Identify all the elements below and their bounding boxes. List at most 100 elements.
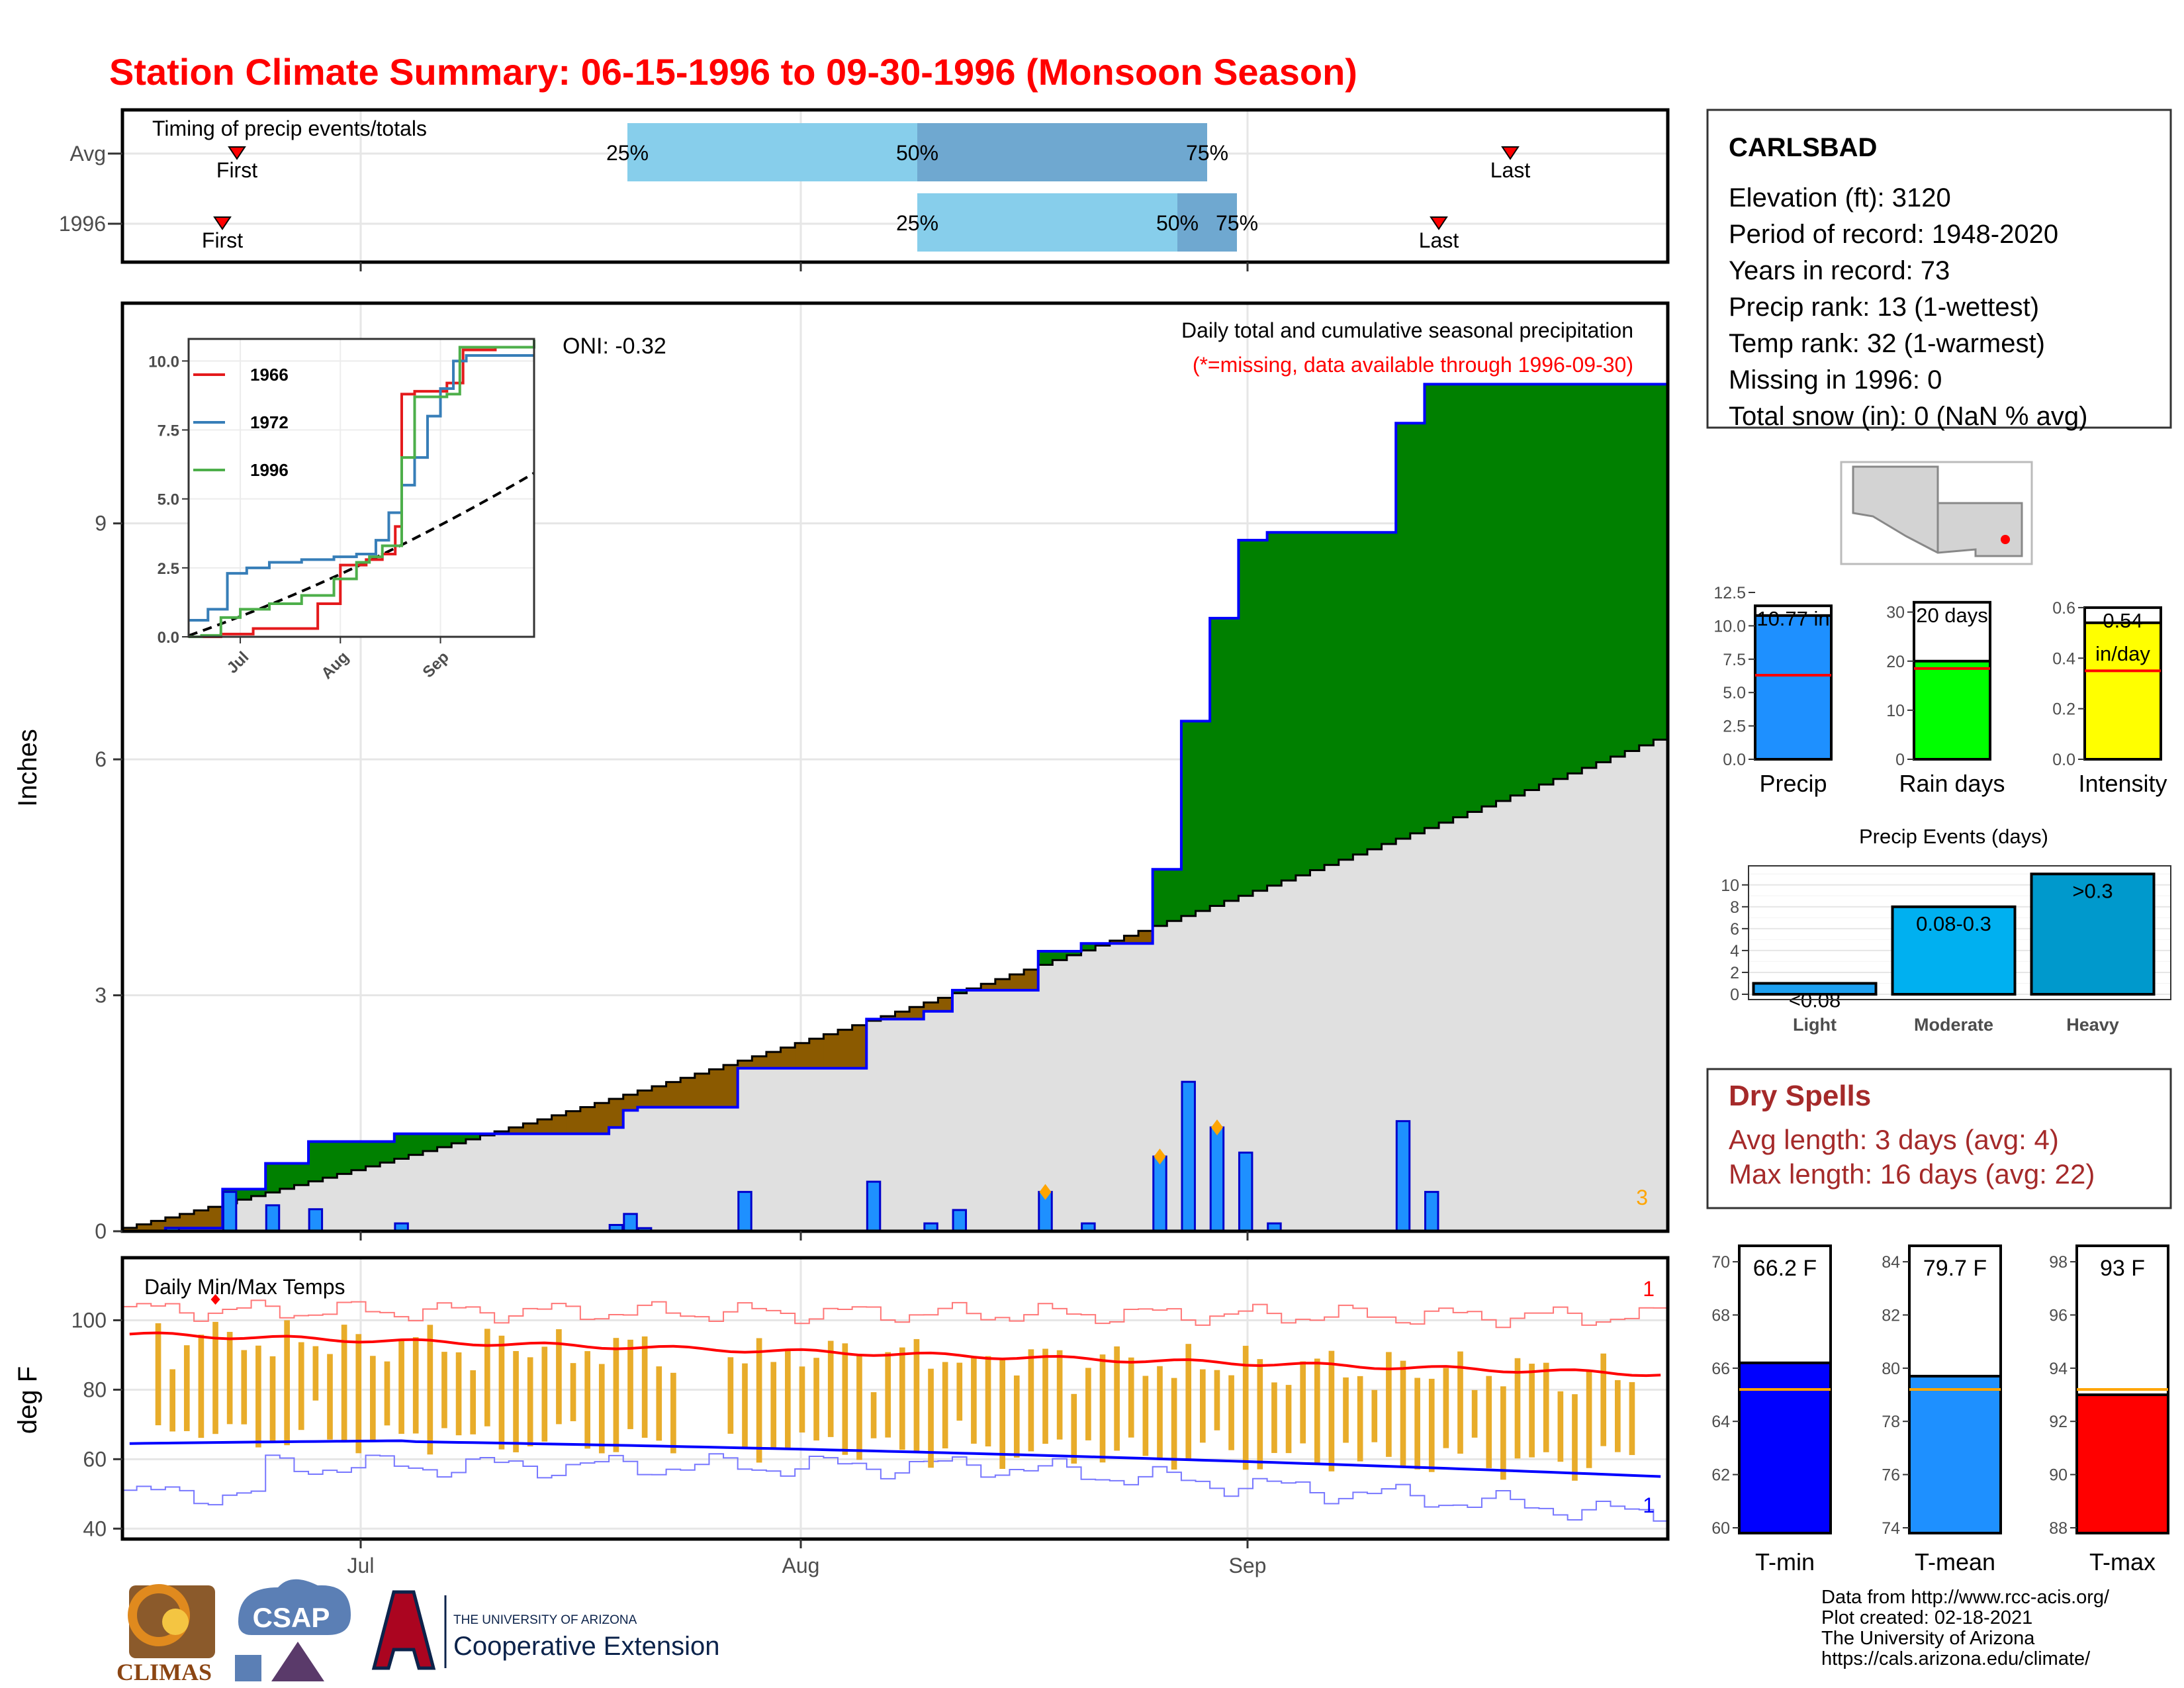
- average-cumulative-line: [121, 738, 1668, 1231]
- temp-y-tick-label: 40: [83, 1517, 107, 1540]
- temp-y-tick-label: 60: [83, 1447, 107, 1471]
- temp-y-axis-label: deg F: [13, 1366, 42, 1434]
- cumulative-departure-segment: [723, 1064, 739, 1107]
- daily-temp-range-bar: [1242, 1346, 1249, 1470]
- row-label-avg: Avg: [69, 142, 106, 165]
- cumulative-departure-segment: [1138, 931, 1154, 944]
- cumulative-departure-segment: [423, 1133, 438, 1151]
- summary-bar-category-label: Intensity: [2078, 770, 2167, 797]
- cumulative-departure-segment: [766, 1052, 782, 1068]
- cumulative-departure-segment: [251, 1189, 266, 1196]
- daily-temp-range-bar: [971, 1356, 977, 1444]
- daily-temp-range-bar: [827, 1340, 834, 1437]
- daily-temp-range-bar: [598, 1364, 605, 1454]
- cumulative-departure-segment: [122, 1227, 138, 1231]
- temp-summary-value-label: 66.2 F: [1753, 1256, 1817, 1281]
- daily-precip-bar: [1152, 1155, 1167, 1233]
- record-low-line: [122, 1453, 1668, 1522]
- credit-line-2: Plot created: 02-18-2021: [1821, 1607, 2032, 1628]
- daily-temp-range-bar: [427, 1325, 433, 1455]
- cumulative-departure-segment: [952, 990, 968, 994]
- temp-summary-tick-label: 96: [2049, 1306, 2068, 1325]
- daily-temp-range-bar: [942, 1362, 948, 1449]
- precip-corner-count: 3: [1636, 1186, 1648, 1209]
- ua-cooperative-extension-logo: THE UNIVERSITY OF ARIZONA Cooperative Ex…: [371, 1590, 719, 1670]
- month-axis: Jul Aug Sep: [347, 1539, 1266, 1577]
- daily-temp-range-bar: [785, 1350, 791, 1449]
- 1996-first-marker: [213, 216, 232, 230]
- station-line-period: Period of record: 1948-2020: [1729, 220, 2058, 249]
- cumulative-departure-segment: [1167, 869, 1182, 921]
- daily-precip-bar: [1395, 1120, 1411, 1233]
- timing-label: Timing of precip events/totals: [152, 117, 427, 140]
- cumulative-departure-segment: [1038, 951, 1053, 965]
- month-label-jul: Jul: [347, 1554, 375, 1577]
- daily-temp-range-bar: [341, 1325, 347, 1441]
- cumulative-departure-segment: [1310, 532, 1325, 870]
- observed-cumulative-line: [122, 383, 1668, 1233]
- credit-line-4: https://cals.arizona.edu/climate/: [1821, 1648, 2091, 1669]
- daily-temp-range-bar: [1271, 1382, 1277, 1453]
- inset-legend-label: 1966: [250, 365, 289, 385]
- cumulative-departure-segment: [780, 1047, 796, 1068]
- inset-y-tick-label: 0.0: [158, 629, 179, 647]
- daily-temp-range-bar: [1500, 1386, 1506, 1480]
- cumulative-departure-segment: [1524, 384, 1540, 790]
- temp-summary-tick-label: 82: [1882, 1306, 1900, 1325]
- daily-temp-range-bar: [1314, 1358, 1320, 1464]
- cumulative-departure-segment: [909, 1007, 925, 1019]
- summary-bar-intensity: [2083, 621, 2162, 761]
- daily-temp-range-bar: [913, 1338, 920, 1454]
- temp-summary-tick-label: 60: [1711, 1519, 1730, 1538]
- summary-bar-charts: 10.77 in 0.0 2.5 5.0 7.5 10.0 12.5 Precip 20 day…: [1713, 584, 2167, 797]
- precip-y-axis-label: Inches: [13, 729, 42, 807]
- daily-temp-range-bar: [1328, 1350, 1335, 1472]
- daily-temp-range-bar: [1028, 1349, 1034, 1452]
- precip-y-tick-label: 3: [95, 984, 107, 1008]
- precip-y-tick-label: 6: [95, 747, 107, 771]
- cumulative-departure-segment: [1553, 384, 1569, 779]
- cumulative-departure-segment: [1596, 384, 1612, 763]
- precip-panel-title: Daily total and cumulative seasonal prec…: [1181, 318, 1633, 342]
- temp-summary-tick-label: 64: [1711, 1413, 1730, 1431]
- daily-temp-range-bar: [1443, 1368, 1449, 1448]
- cumulative-departure-segment: [709, 1069, 724, 1107]
- daily-temp-range-bar: [727, 1357, 734, 1434]
- summary-bar-category-label: Rain days: [1899, 770, 2005, 797]
- temp-summary-tick-label: 88: [2049, 1519, 2068, 1538]
- daily-temp-range-bar: [541, 1346, 548, 1442]
- station-name: CARLSBAD: [1729, 133, 1877, 162]
- cumulative-departure-segment: [523, 1123, 538, 1134]
- daily-temp-range-bar: [412, 1337, 419, 1434]
- cumulative-departure-segment: [1481, 384, 1497, 807]
- events-tick-label: 6: [1730, 920, 1739, 939]
- events-tick-label: 4: [1730, 942, 1739, 961]
- daily-temp-range-bar: [513, 1350, 519, 1452]
- daily-temp-range-bar: [1042, 1348, 1048, 1444]
- temp-summary-tick-label: 94: [2049, 1360, 2068, 1378]
- daily-precip-bar: [265, 1204, 281, 1233]
- station-line-temp-rank: Temp rank: 32 (1-warmest): [1729, 329, 2045, 358]
- timing-panel: Timing of precip events/totals 25% 50% 7…: [59, 108, 1670, 271]
- temp-summary-tick-label: 90: [2049, 1466, 2068, 1485]
- events-tick-label: 0: [1730, 986, 1739, 1004]
- average-min-line: [129, 1439, 1661, 1478]
- cumulative-departure-segment: [465, 1133, 481, 1140]
- daily-temp-range-bar: [1343, 1377, 1349, 1443]
- daily-temp-range-bar: [1200, 1369, 1206, 1443]
- cumulative-departure-segment: [1324, 532, 1340, 865]
- cumulative-departure-segment: [823, 1034, 839, 1068]
- 1996-last-label: Last: [1419, 228, 1459, 252]
- cumulative-departure-segment: [1582, 384, 1597, 768]
- csap-logo: CSAP: [235, 1579, 351, 1681]
- summary-bar-value-label: 20 days: [1916, 604, 1988, 627]
- daily-temp-range-bar: [269, 1356, 276, 1443]
- station-line-elevation: Elevation (ft): 3120: [1729, 183, 1951, 212]
- daily-temp-range-bar: [1557, 1391, 1564, 1462]
- temp-summary-tick-label: 62: [1711, 1466, 1730, 1485]
- cumulative-departure-segment: [880, 1016, 896, 1019]
- daily-temp-range-bar: [384, 1361, 390, 1426]
- csap-logo-text: CSAP: [253, 1602, 330, 1633]
- cumulative-departure-segment: [1653, 384, 1668, 740]
- summary-bar-tick-label: 2.5: [1723, 718, 1746, 736]
